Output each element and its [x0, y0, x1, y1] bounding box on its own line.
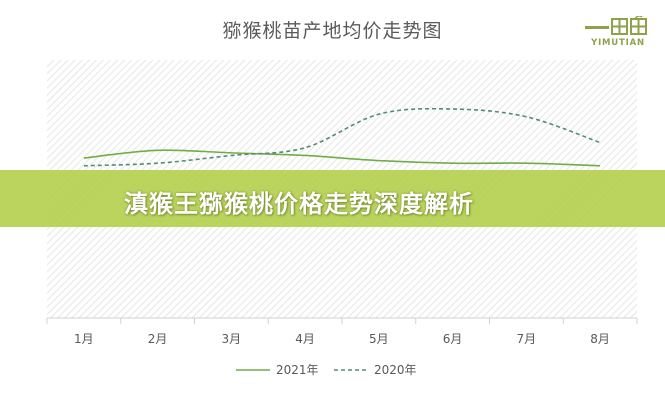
series-line-2: [83, 107, 601, 167]
series-line-1: [83, 149, 601, 167]
x-tick-label: 7月: [517, 332, 537, 346]
chart-title: 猕猴桃苗产地均价走势图: [222, 20, 443, 42]
x-tick-label: 5月: [369, 332, 389, 346]
series-layer: [83, 107, 601, 167]
x-axis-labels: 1月 2月 3月 4月 5月 6月 7月 8月: [74, 332, 610, 346]
x-axis-ticks: [46, 318, 638, 324]
legend: 2021年 2020年: [236, 363, 417, 377]
banner-text: 滇猴王猕猴桃价格走势深度解析: [124, 190, 474, 218]
x-tick-label: 8月: [590, 332, 610, 346]
x-tick-label: 3月: [222, 332, 242, 346]
x-tick-label: 2月: [148, 332, 168, 346]
logo-text: YIMUTIAN: [591, 38, 645, 48]
legend-label-1: 2021年: [276, 363, 319, 377]
x-tick-label: 4月: [295, 332, 315, 346]
x-tick-label: 1月: [74, 332, 94, 346]
logo-mark-icon: [585, 16, 647, 35]
title-banner: [0, 170, 665, 227]
yimutian-logo: YIMUTIAN: [583, 16, 653, 50]
x-tick-label: 6月: [443, 332, 463, 346]
legend-label-2: 2020年: [374, 363, 417, 377]
